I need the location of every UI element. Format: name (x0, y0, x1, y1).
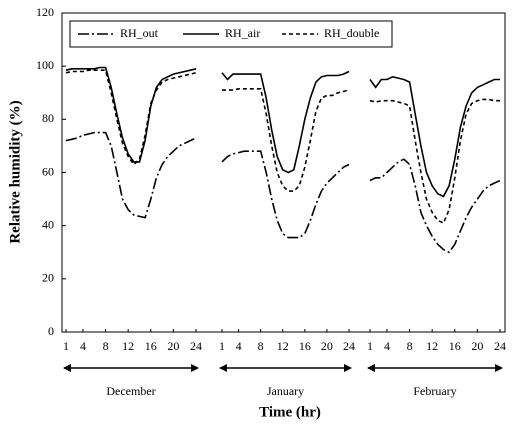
x-tick-label: 24 (343, 339, 355, 353)
y-tick-label: 60 (42, 164, 54, 178)
x-tick-label: 8 (258, 339, 264, 353)
x-tick-label: 12 (426, 339, 438, 353)
series-line (221, 70, 350, 174)
legend-label: RH_air (225, 26, 260, 40)
panel-label: January (267, 384, 304, 398)
x-tick-label: 4 (236, 339, 242, 353)
series-line (65, 66, 197, 163)
x-tick-label: 20 (167, 339, 179, 353)
x-tick-label: 24 (494, 339, 506, 353)
x-tick-label: 4 (384, 339, 390, 353)
series-line (369, 75, 500, 198)
series-line (65, 131, 197, 219)
x-tick-label: 4 (80, 339, 86, 353)
series-line (222, 88, 350, 192)
y-tick-label: 40 (42, 217, 54, 231)
x-axis-label: Time (hr) (259, 404, 321, 420)
x-tick-label: 1 (219, 339, 225, 353)
panel-label: December (106, 384, 155, 398)
series-line (65, 69, 197, 166)
legend-label: RH_double (324, 26, 379, 40)
y-tick-label: 100 (36, 58, 54, 72)
x-tick-label: 12 (122, 339, 134, 353)
series-line (369, 98, 500, 225)
x-tick-label: 16 (299, 339, 311, 353)
series-line (369, 158, 501, 254)
legend-label: RH_out (120, 26, 159, 40)
y-tick-label: 120 (36, 5, 54, 19)
x-tick-label: 16 (449, 339, 461, 353)
x-tick-label: 1 (63, 339, 69, 353)
y-tick-label: 0 (48, 324, 54, 338)
x-tick-label: 24 (190, 339, 202, 353)
y-tick-label: 80 (42, 111, 54, 125)
x-tick-label: 16 (145, 339, 157, 353)
x-tick-label: 20 (321, 339, 333, 353)
series-line (221, 150, 350, 239)
x-tick-label: 1 (367, 339, 373, 353)
y-tick-label: 20 (42, 271, 54, 285)
y-axis-label: Relative humidity (%) (7, 100, 23, 243)
legend-box (69, 20, 393, 48)
x-tick-label: 12 (277, 339, 289, 353)
x-tick-label: 20 (471, 339, 483, 353)
panel-label: February (413, 384, 456, 398)
plot-frame (61, 12, 506, 333)
x-tick-label: 8 (407, 339, 413, 353)
x-tick-label: 8 (103, 339, 109, 353)
